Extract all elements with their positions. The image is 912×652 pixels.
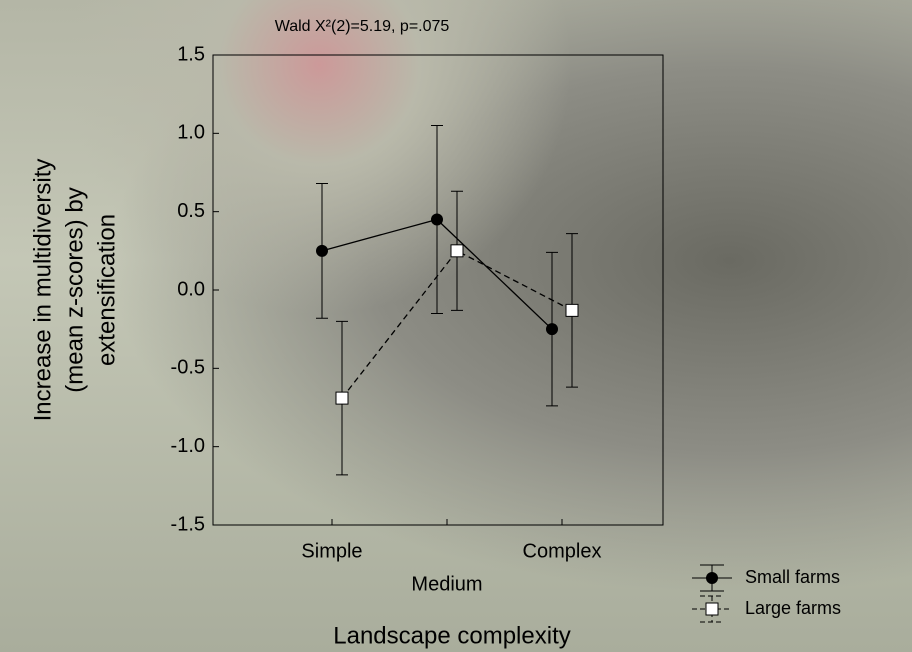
y-axis-title-line: (mean z-scores) by: [61, 187, 88, 392]
y-tick-label: 0.5: [177, 200, 205, 222]
point: [450, 244, 464, 258]
point: [565, 303, 579, 317]
legend-label: Large farms: [745, 598, 841, 618]
y-tick-label: 1.0: [177, 122, 205, 144]
series-line: [341, 250, 573, 399]
y-axis-title-line: extensification: [93, 214, 120, 366]
y-tick-label: -1.0: [171, 435, 205, 457]
y-axis-title-line: Increase in multidiversity: [29, 159, 56, 422]
y-tick-label: -0.5: [171, 357, 205, 379]
legend-marker: [706, 572, 718, 584]
point: [431, 213, 443, 226]
legend-marker: [705, 602, 719, 616]
point: [335, 391, 349, 405]
y-axis-title: Increase in multidiversity (mean z-score…: [29, 159, 120, 422]
x-tick-label: Complex: [523, 540, 602, 562]
point: [546, 323, 558, 336]
point: [316, 244, 328, 257]
x-tick-label: Medium: [411, 573, 482, 595]
x-axis-title: Landscape complexity: [333, 622, 570, 649]
y-tick-label: 1.5: [177, 43, 205, 65]
chart-title: Wald X²(2)=5.19, p=.075: [275, 18, 450, 35]
x-tick-label: Simple: [301, 540, 362, 562]
y-tick-label: -1.5: [171, 513, 205, 535]
legend-label: Small farms: [745, 567, 840, 587]
y-tick-label: 0.0: [177, 278, 205, 300]
